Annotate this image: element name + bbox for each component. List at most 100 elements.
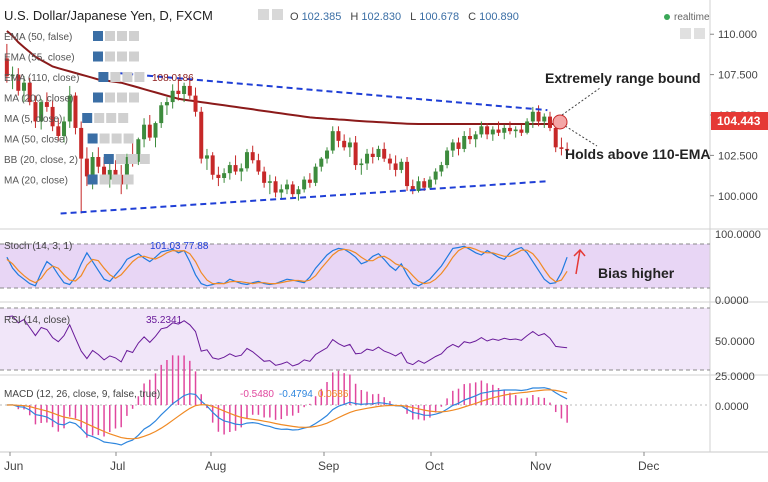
candle-body[interactable] [267,181,272,183]
candle-body[interactable] [96,157,101,167]
study-control-icon[interactable] [111,174,122,185]
candle-body[interactable] [244,152,249,169]
candle-body[interactable] [107,169,112,180]
candle-body[interactable] [233,165,238,172]
candle-body[interactable] [159,105,164,124]
settings-icon[interactable] [258,9,269,20]
candle-body[interactable] [10,74,15,77]
study-control-icon[interactable] [117,92,127,103]
candle-body[interactable] [502,127,507,133]
study-label[interactable]: MA (200, close) [4,94,73,105]
candle-body[interactable] [319,158,324,167]
study-control-icon[interactable] [82,113,93,123]
candle-body[interactable] [427,179,432,188]
candle-body[interactable] [559,147,564,149]
candle-body[interactable] [62,121,67,136]
upper-trendline[interactable] [117,72,548,112]
candle-body[interactable] [296,189,301,195]
study-label[interactable]: EMA (55, close) [4,53,75,64]
candle-body[interactable] [462,136,467,149]
candle-body[interactable] [27,82,32,103]
candle-body[interactable] [284,184,290,190]
study-control-icon[interactable] [87,133,98,144]
candle-body[interactable] [353,142,358,166]
candle-body[interactable] [302,179,307,190]
study-control-icon[interactable] [123,133,134,144]
candle-body[interactable] [553,127,558,148]
candle-body[interactable] [342,140,347,148]
study-control-icon[interactable] [127,154,138,164]
candle-body[interactable] [79,127,84,159]
candle-body[interactable] [530,111,535,122]
candle-body[interactable] [273,181,278,193]
study-control-icon[interactable] [134,72,145,82]
candle-body[interactable] [485,126,490,135]
candle-body[interactable] [565,148,570,151]
candle-body[interactable] [182,85,187,94]
candle-body[interactable] [142,124,147,140]
toolbar-icon[interactable] [694,28,705,39]
study-control-icon[interactable] [105,31,115,41]
candle-body[interactable] [84,158,89,177]
candle-body[interactable] [216,174,221,178]
candle-body[interactable] [542,116,547,122]
candle-body[interactable] [382,148,387,159]
study-control-icon[interactable] [103,154,114,164]
study-control-icon[interactable] [93,31,103,41]
candle-body[interactable] [124,157,129,185]
candle-body[interactable] [387,158,392,164]
study-label[interactable]: MA (50, close) [4,135,68,146]
candle-body[interactable] [525,121,530,133]
study-control-icon[interactable] [115,154,126,164]
candle-body[interactable] [359,163,364,166]
candle-body[interactable] [519,129,524,133]
study-control-icon[interactable] [117,51,127,62]
candle-body[interactable] [90,157,95,177]
study-control-icon[interactable] [94,113,105,123]
study-control-icon[interactable] [93,92,103,103]
study-control-icon[interactable] [129,51,139,62]
candle-body[interactable] [456,142,461,149]
study-control-icon[interactable] [129,92,139,103]
symbol-title[interactable]: U.S. Dollar/Japanese Yen, D, FXCM [4,8,213,23]
candle-body[interactable] [507,127,512,132]
study-label[interactable]: BB (20, close, 2) [4,155,78,166]
candle-body[interactable] [416,181,421,191]
candle-body[interactable] [330,131,335,151]
candle-body[interactable] [50,106,55,127]
candle-body[interactable] [147,124,152,138]
compare-icon[interactable] [272,9,283,20]
candle-body[interactable] [239,168,244,172]
study-control-icon[interactable] [106,113,117,123]
candles-layer[interactable] [4,43,570,214]
candle-body[interactable] [279,189,284,193]
study-control-icon[interactable] [110,72,121,82]
candle-body[interactable] [39,102,44,122]
candle-body[interactable] [256,160,261,172]
study-label[interactable]: EMA (50, false) [4,32,72,43]
candle-body[interactable] [136,139,141,162]
lower-trendline[interactable] [60,180,548,215]
candle-body[interactable] [365,153,370,164]
candle-body[interactable] [433,171,438,180]
candle-body[interactable] [547,116,552,128]
candle-body[interactable] [262,171,267,183]
study-control-icon[interactable] [93,51,103,62]
candle-body[interactable] [44,102,49,107]
candle-body[interactable] [22,82,27,91]
candle-body[interactable] [445,150,450,166]
study-label[interactable]: EMA (110, close) [4,73,79,84]
toolbar-icon[interactable] [680,28,691,39]
candle-body[interactable] [496,129,501,133]
candle-body[interactable] [193,95,198,112]
study-control-icon[interactable] [111,133,122,144]
candle-body[interactable] [250,152,255,161]
candle-body[interactable] [16,74,21,91]
candle-body[interactable] [307,179,312,183]
candle-body[interactable] [113,169,118,175]
candle-body[interactable] [467,136,472,140]
candle-body[interactable] [439,165,444,172]
candle-body[interactable] [376,148,381,157]
study-control-icon[interactable] [105,51,115,62]
